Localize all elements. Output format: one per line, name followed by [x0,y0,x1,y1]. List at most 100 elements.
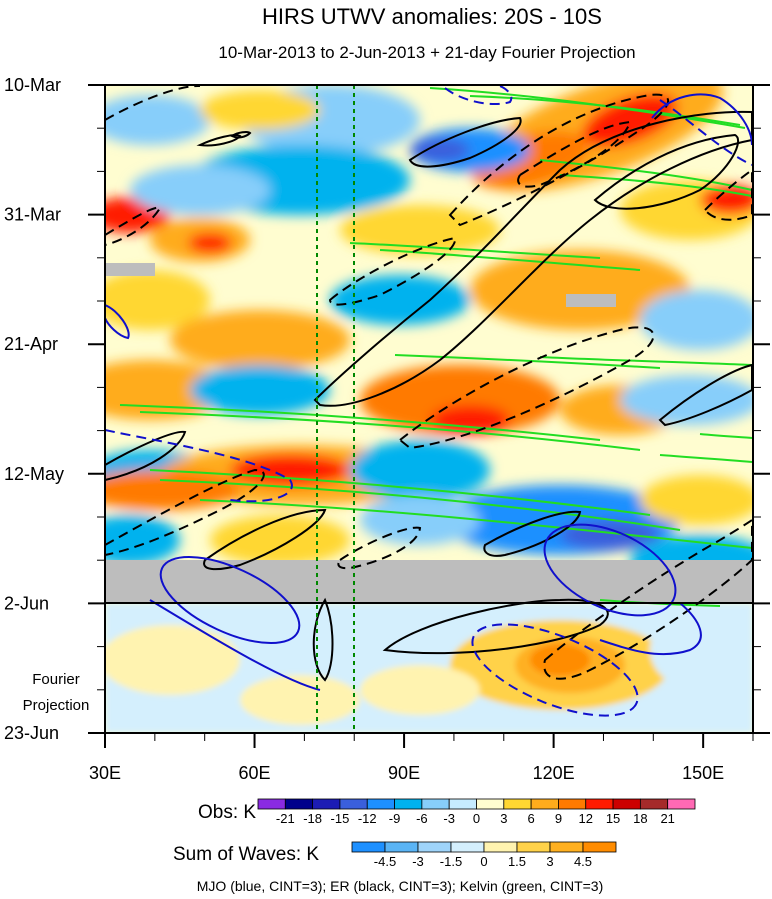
colorbar-tick-label: 3 [546,854,553,869]
colorbar-swatch [448,798,477,810]
colorbar-tick-label: 15 [606,811,620,826]
kelvin-contour [199,499,753,549]
waves-colorbar: -4.5 -3 -1.5 0 1.5 3 4.5 [351,841,617,869]
colorbar-swatch [476,798,505,810]
anomaly-shade [190,365,330,415]
colorbar-swatch [384,841,419,853]
y-axis: 10-Mar 31-Mar 21-Apr 12-May 2-Jun 23-Jun [4,75,770,743]
kelvin-contour [149,469,651,516]
colorbar-swatch [483,841,518,853]
y-tick-label: 2-Jun [4,593,49,613]
colorbar-swatch [530,798,559,810]
colorbar-tick-label: -18 [303,811,322,826]
mjo-contour-dashed [659,99,753,166]
colorbar-swatch [421,798,450,810]
kelvin-contour [559,174,753,197]
projection-shade [360,665,480,715]
missing-data-patch-left [105,263,155,276]
mjo-contour-solid [159,556,301,644]
waves-legend-label: Sum of Waves: K [173,844,319,865]
er-contour-solid [483,510,582,557]
colorbar-swatch [366,798,395,810]
mjo-contour-dashed [471,623,639,717]
colorbar-tick-label: -4.5 [374,854,396,869]
er-contour-solid [593,133,740,210]
anomaly-shade [340,205,500,255]
colorbar-swatch [612,798,641,810]
kelvin-contour [349,242,601,259]
er-contour-dashed [398,326,655,450]
obs-legend-label: Obs: K [198,802,256,823]
anomaly-shade [170,310,350,370]
er-contour-solid [408,116,522,168]
anomaly-shade [105,95,210,145]
colorbar-swatch [450,841,485,853]
mjo-contour-solid [651,93,753,146]
colorbar-tick-label: -9 [389,811,401,826]
colorbar-tick-label: 9 [555,811,562,826]
anomaly-shade [560,520,660,550]
x-tick-label: 60E [239,763,271,783]
y-tick-label: 23-Jun [4,723,59,743]
colorbar-swatch [351,841,386,853]
colorbar-tick-label: -3 [412,854,424,869]
colorbar-swatch [582,841,617,853]
obs-colorbar: -21 -18 -15 -12 -9 -6 -3 0 3 6 9 12 15 18 21 [257,798,696,826]
projection-label-line2: Projection [23,697,90,714]
anomaly-shade [105,270,210,330]
missing-data-band [105,560,753,603]
chart-title: HIRS UTWV anomalies: 20S - 10S [262,4,602,29]
colorbar-swatch [503,798,532,810]
er-contour-solid [382,598,609,655]
colorbar-swatch [667,798,696,810]
anomaly-shade [360,495,480,545]
colorbar-tick-label: 4.5 [574,854,592,869]
kelvin-contour [379,249,641,271]
kelvin-contour [139,411,641,451]
anomaly-shade [230,454,350,486]
colorbar-tick-label: 0 [480,854,487,869]
colorbar-swatch [549,841,584,853]
colorbar-swatch [394,798,423,810]
colorbar-swatch [417,841,452,853]
anomaly-shade [582,93,678,147]
y-tick-label: 31-Mar [4,205,61,225]
projection-label-line1: Fourier [32,671,80,688]
anomaly-shade [350,440,490,500]
footnote: MJO (blue, CINT=3); ER (black, CINT=3); … [197,878,604,894]
er-contour-solid [105,430,187,482]
colorbar-tick-label: -21 [276,811,295,826]
y-tick-label: 12-May [4,464,64,484]
colorbar-swatch [284,798,314,810]
kelvin-contour [659,454,753,463]
colorbar-tick-label: 21 [660,811,674,826]
colorbar-tick-label: 6 [528,811,535,826]
colorbar-tick-label: 12 [579,811,593,826]
x-axis: 30E 60E 90E 120E 150E [89,733,754,783]
anomaly-shade [200,90,320,130]
colorbar-swatch [585,798,614,810]
anomaly-shade [188,233,232,253]
x-tick-label: 150E [682,763,724,783]
anomaly-shade [410,138,470,162]
kelvin-contour [699,433,753,439]
colorbar-tick-label: -12 [358,811,377,826]
plot-area [105,85,753,733]
colorbar-tick-label: 1.5 [508,854,526,869]
anomaly-shade [700,185,753,215]
mjo-contour-solid [599,602,702,656]
anomaly-shade [640,475,753,525]
anomaly-shade [105,515,180,565]
mjo-contour-solid [543,523,677,617]
colorbar-tick-label: -3 [443,811,455,826]
colorbar-swatch [339,798,368,810]
anomaly-shade [130,165,270,215]
projection-shade [105,625,240,695]
x-tick-label: 30E [89,763,121,783]
colorbar-swatch [639,798,669,810]
er-contour-dashed [105,206,162,246]
kelvin-contour [539,356,753,366]
anomaly-shade [640,290,753,350]
anomaly-shade [330,275,470,325]
er-contour-dashed [105,468,265,556]
